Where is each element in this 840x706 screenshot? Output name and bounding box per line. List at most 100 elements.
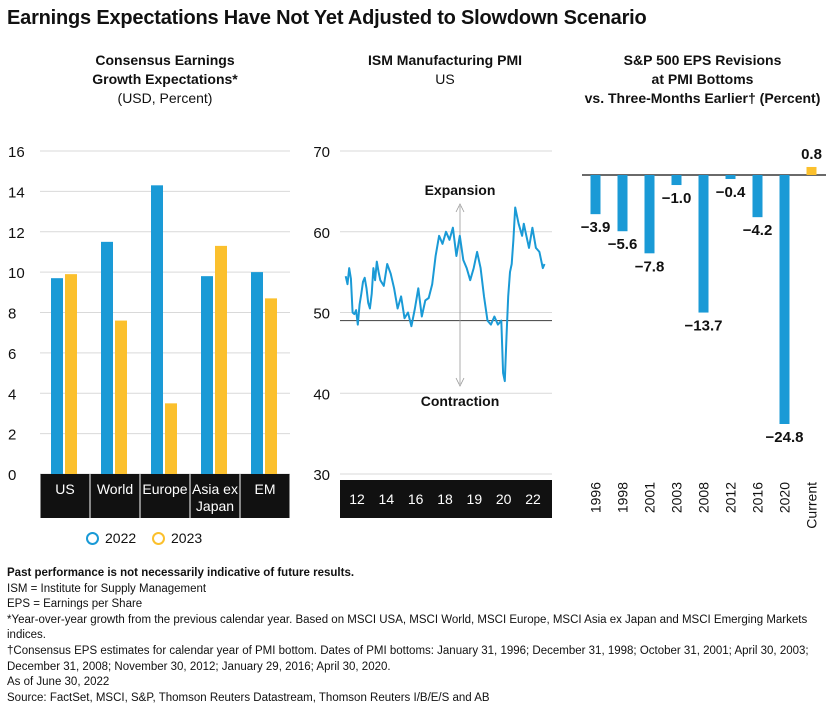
legend-2023: 2023 bbox=[152, 530, 202, 546]
p1-ytick-label: 12 bbox=[8, 225, 25, 242]
p3-category-label: 2001 bbox=[642, 482, 658, 513]
p3-bar-1998 bbox=[617, 175, 628, 232]
p3-category-label: 2020 bbox=[777, 482, 793, 513]
p1-ytick-label: 16 bbox=[8, 144, 25, 161]
footnote-consensus: †Consensus EPS estimates for calendar ye… bbox=[7, 644, 809, 673]
p2-xtick-label: 22 bbox=[525, 491, 541, 507]
panel3-title-line2: at PMI Bottoms bbox=[651, 71, 754, 87]
p3-value-label: 0.8 bbox=[801, 146, 822, 163]
p2-contraction-label: Contraction bbox=[421, 393, 500, 409]
p2-ytick-label: 40 bbox=[313, 386, 330, 403]
p1-bar-2023 bbox=[165, 403, 177, 474]
p2-ytick-label: 60 bbox=[313, 225, 330, 242]
p1-category-label: Europe bbox=[142, 481, 187, 497]
p3-category-label: 1998 bbox=[615, 482, 631, 513]
p1-category-band bbox=[90, 474, 140, 518]
p3-bar-2012 bbox=[725, 175, 736, 180]
p1-ytick-label: 8 bbox=[8, 306, 16, 323]
p1-bar-2023 bbox=[115, 320, 127, 474]
p3-category-label: 2003 bbox=[669, 482, 685, 513]
p3-value-label: −3.9 bbox=[581, 219, 611, 236]
p1-category-label-line2: Japan bbox=[196, 498, 234, 514]
panel1-title-line2: Growth Expectations* bbox=[92, 71, 238, 87]
legend-2023-swatch bbox=[152, 531, 165, 545]
p1-bar-2022 bbox=[101, 241, 113, 474]
p1-ytick-label: 6 bbox=[8, 346, 16, 363]
panel3-title-line1: S&P 500 EPS Revisions bbox=[623, 52, 782, 68]
p1-bar-2022 bbox=[251, 272, 263, 474]
p1-ytick-label: 0 bbox=[8, 467, 16, 484]
p1-category-label: Asia ex bbox=[192, 481, 238, 497]
p2-xtick-label: 20 bbox=[496, 491, 512, 507]
panel3-title: S&P 500 EPS Revisions at PMI Bottoms vs.… bbox=[565, 51, 840, 108]
legend-2022-label: 2022 bbox=[105, 530, 137, 546]
footnote-disclaimer: Past performance is not necessarily indi… bbox=[7, 567, 355, 579]
page-title: Earnings Expectations Have Not Yet Adjus… bbox=[7, 7, 647, 29]
p3-bar-2008 bbox=[698, 175, 709, 313]
p1-category-label: US bbox=[55, 481, 74, 497]
panel3-title-line3: vs. Three-Months Earlier† (Percent) bbox=[584, 90, 821, 106]
p3-category-label: Current bbox=[804, 482, 820, 529]
p3-value-label: −4.2 bbox=[743, 222, 773, 239]
p3-bar-2001 bbox=[644, 175, 655, 254]
p1-category-label: World bbox=[97, 481, 133, 497]
p1-category-band bbox=[190, 474, 240, 518]
p2-xtick-label: 14 bbox=[379, 491, 395, 507]
p2-arrow-down bbox=[455, 377, 465, 387]
p1-category-band bbox=[240, 474, 290, 518]
panel2-title-line1: ISM Manufacturing PMI bbox=[368, 52, 522, 68]
footnote-asof: As of June 30, 2022 bbox=[7, 676, 110, 689]
p3-bar-2016 bbox=[752, 175, 763, 218]
p3-bar-2020 bbox=[779, 175, 790, 424]
p1-bar-2022 bbox=[201, 276, 213, 474]
legend-2022: 2022 bbox=[86, 530, 136, 546]
p2-xtick-label: 16 bbox=[408, 491, 424, 507]
p3-category-label: 2008 bbox=[696, 482, 712, 513]
p1-ytick-label: 14 bbox=[8, 184, 25, 201]
p1-bar-2023 bbox=[215, 245, 227, 474]
p3-value-label: −1.0 bbox=[662, 190, 692, 207]
p3-value-label: −7.8 bbox=[635, 258, 665, 275]
p2-ytick-label: 70 bbox=[313, 144, 330, 161]
footnote-ism: ISM = Institute for Supply Management bbox=[7, 582, 207, 595]
p3-bar-2003 bbox=[671, 175, 682, 186]
p2-arrow-up bbox=[455, 203, 465, 213]
p1-category-label: EM bbox=[255, 481, 276, 497]
p2-ytick-label: 50 bbox=[313, 306, 330, 323]
p3-category-label: 2012 bbox=[723, 482, 739, 513]
p1-bar-2022 bbox=[151, 185, 163, 474]
p1-category-band bbox=[40, 474, 90, 518]
p1-ytick-label: 2 bbox=[8, 427, 16, 444]
panel1-title: Consensus Earnings Growth Expectations* … bbox=[40, 51, 290, 108]
panel1-subtitle: (USD, Percent) bbox=[117, 90, 213, 106]
p3-value-label: −5.6 bbox=[608, 236, 638, 253]
p1-category-band bbox=[140, 474, 190, 518]
p3-category-label: 2016 bbox=[750, 482, 766, 513]
p2-pmi-line bbox=[344, 206, 546, 383]
footnote-yoy: *Year-over-year growth from the previous… bbox=[7, 613, 808, 642]
p3-value-label: −0.4 bbox=[716, 184, 746, 201]
p1-ytick-label: 10 bbox=[8, 265, 25, 282]
footnotes: Past performance is not necessarily indi… bbox=[7, 566, 833, 706]
footnote-source: Source: FactSet, MSCI, S&P, Thomson Reut… bbox=[7, 691, 490, 704]
panel2-subtitle: US bbox=[435, 71, 455, 87]
p2-xtick-label: 19 bbox=[467, 491, 483, 507]
p3-value-label: −24.8 bbox=[766, 429, 804, 446]
p2-xaxis-band bbox=[340, 480, 552, 518]
p3-category-label: 1996 bbox=[588, 482, 604, 513]
p3-bar-current bbox=[806, 166, 817, 175]
p2-xtick-label: 12 bbox=[349, 491, 365, 507]
p1-bar-2022 bbox=[51, 278, 63, 474]
p1-ytick-label: 4 bbox=[8, 386, 16, 403]
p1-bar-2023 bbox=[65, 274, 77, 474]
p2-ytick-label: 30 bbox=[313, 467, 330, 484]
legend-2022-swatch bbox=[86, 531, 99, 545]
p2-expansion-label: Expansion bbox=[425, 182, 496, 198]
panel2-title: ISM Manufacturing PMI US bbox=[320, 51, 570, 89]
panel1-title-line1: Consensus Earnings bbox=[95, 52, 235, 68]
p1-bar-2023 bbox=[265, 298, 277, 474]
p2-xtick-label: 18 bbox=[437, 491, 453, 507]
